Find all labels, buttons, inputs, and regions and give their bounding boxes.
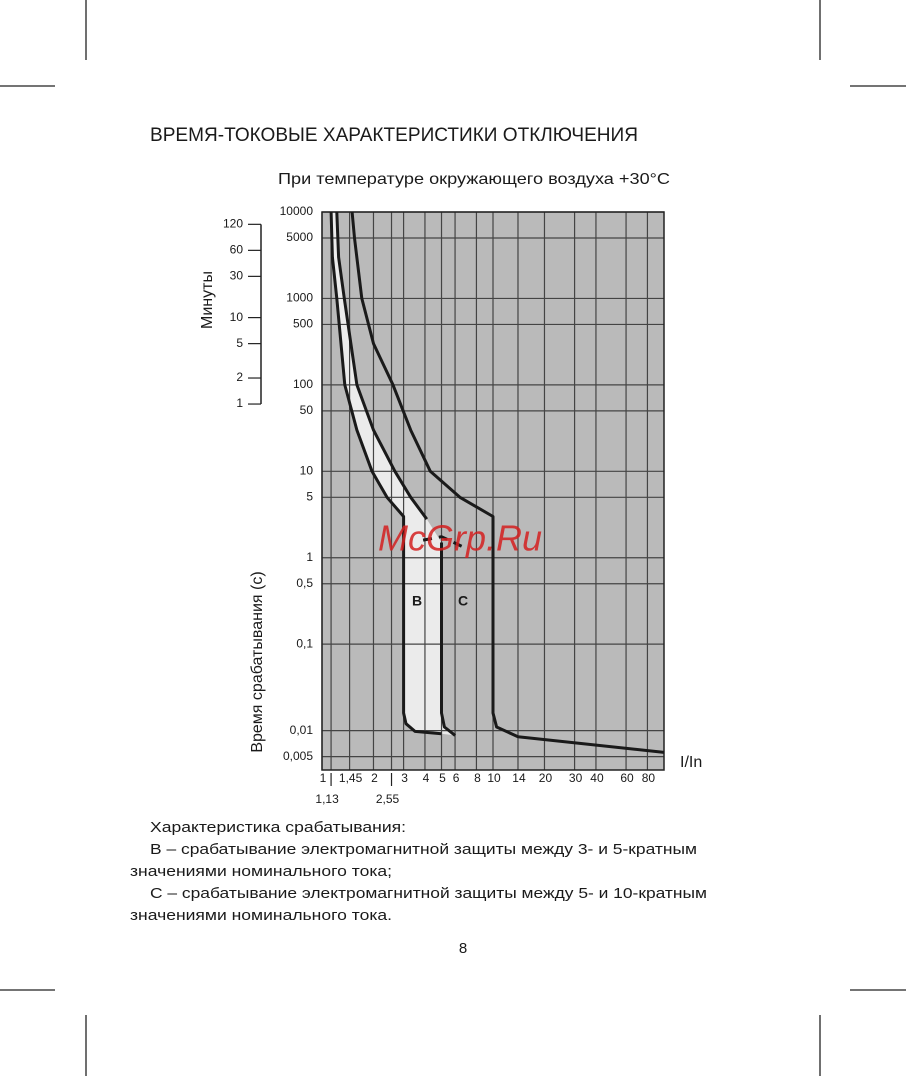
y-axis-label: Время срабатывания (с): [249, 571, 266, 752]
minutes-tick-label: 10: [230, 310, 244, 324]
y-tick-label: 0,1: [296, 636, 313, 650]
y-tick-label: 100: [293, 377, 313, 391]
minutes-tick-label: 2: [236, 370, 243, 384]
paragraph: Характеристика срабатывания:: [150, 819, 406, 836]
x-tick-label: 6: [453, 771, 460, 785]
title: ВРЕМЯ-ТОКОВЫЕ ХАРАКТЕРИСТИКИ ОТКЛЮЧЕНИЯ: [150, 125, 638, 146]
x-tick-label: 10: [487, 771, 501, 785]
x-tick-label: 5: [439, 771, 446, 785]
y-tick-label: 1: [306, 550, 313, 564]
paragraph: С – срабатывание электромагнитной защиты…: [150, 885, 707, 902]
x-axis-label: I/In: [680, 754, 702, 771]
paragraph: значениями номинального тока;: [130, 863, 392, 880]
x-tick-label: 2: [371, 771, 378, 785]
minutes-label: Минуты: [199, 271, 216, 329]
paragraph: значениями номинального тока.: [130, 907, 392, 924]
minutes-tick-label: 30: [230, 269, 244, 283]
x-tick-label: 1,45: [339, 771, 363, 785]
watermark: McGrp.Ru: [378, 518, 542, 559]
x-tick-label: 80: [642, 771, 656, 785]
x-tick-label: 20: [539, 771, 553, 785]
y-tick-label: 5: [306, 489, 313, 503]
x-tick-label: 2,55: [376, 792, 400, 806]
paragraph: В – срабатывание электромагнитной защиты…: [150, 841, 697, 858]
subtitle: При температуре окружающего воздуха +30°…: [278, 171, 670, 188]
y-tick-label: 10: [300, 463, 314, 477]
curve: [440, 542, 457, 737]
page-number: 8: [459, 940, 467, 957]
plot-border: [321, 211, 665, 771]
curve: [329, 211, 442, 736]
x-tick-label: 14: [512, 771, 526, 785]
x-tick-label: 1,13: [315, 792, 339, 806]
minutes-tick-label: 120: [223, 217, 243, 231]
curve: [350, 211, 665, 754]
curve: [335, 211, 429, 520]
x-tick-label: 1: [320, 771, 327, 785]
minutes-tick-label: 5: [236, 336, 243, 350]
x-tick-label: 3: [401, 771, 408, 785]
y-tick-label: 10000: [280, 204, 314, 218]
y-tick-label: 0,5: [296, 576, 313, 590]
x-tick-label: 4: [423, 771, 430, 785]
x-tick-label: 40: [590, 771, 604, 785]
minutes-tick-label: 1: [236, 396, 243, 410]
y-tick-label: 1000: [286, 291, 313, 305]
y-tick-label: 500: [293, 317, 313, 331]
x-tick-label: 30: [569, 771, 583, 785]
y-tick-label: 50: [300, 403, 314, 417]
x-tick-label: 60: [620, 771, 634, 785]
y-tick-label: 5000: [286, 230, 313, 244]
band-fill: [331, 212, 456, 736]
chart: 10000 5000 1000 500 100 50 10 5 1 0,5 0,1 0,01 0,005…: [199, 204, 702, 806]
x-tick-label: 8: [474, 771, 481, 785]
band-label: С: [458, 593, 468, 609]
y-tick-label: 0,005: [283, 749, 313, 763]
curve: [422, 535, 463, 548]
band-label: В: [412, 593, 422, 609]
minutes-tick-label: 60: [230, 243, 244, 257]
y-tick-label: 0,01: [290, 723, 314, 737]
